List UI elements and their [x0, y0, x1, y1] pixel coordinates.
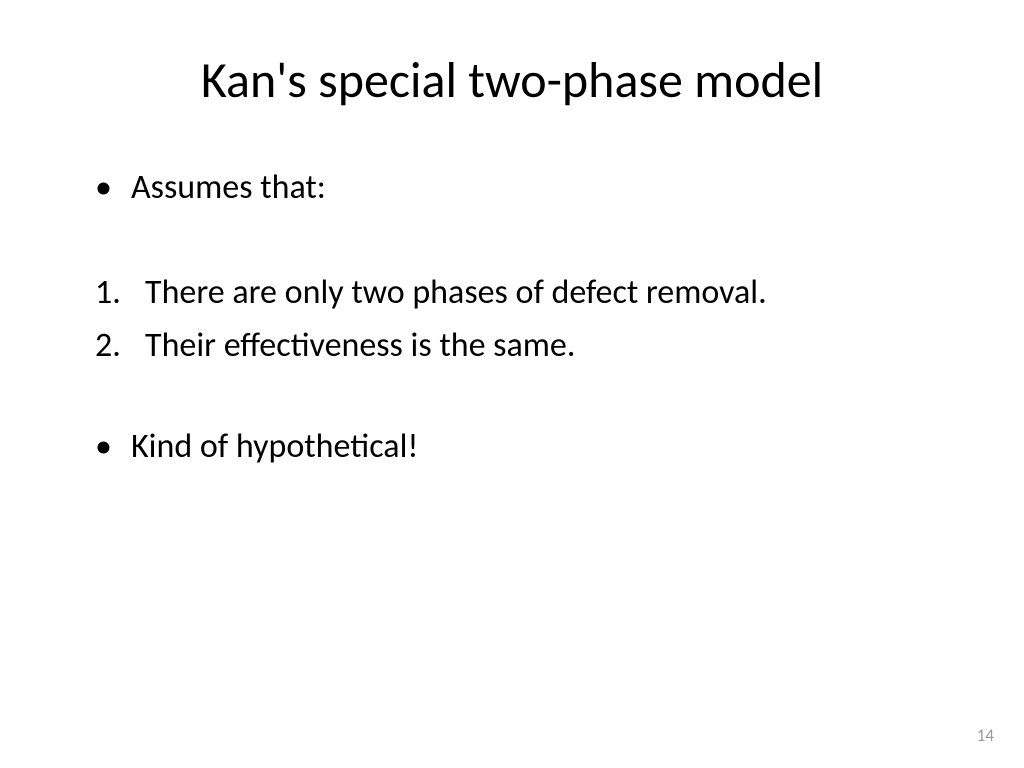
slide-content: • Assumes that: 1. There are only two ph…: [65, 167, 959, 467]
bullet-marker-icon: •: [95, 167, 113, 208]
slide-container: Kan's special two-phase model • Assumes …: [0, 0, 1024, 768]
numbered-text: Their effectiveness is the same.: [145, 325, 575, 366]
bullet-text: Kind of hypothetical!: [131, 426, 418, 467]
bullet-item: • Assumes that:: [95, 167, 959, 208]
spacer: [95, 224, 959, 272]
slide-title: Kan's special two-phase model: [65, 50, 959, 111]
page-number: 14: [977, 725, 994, 746]
number-marker: 1.: [95, 272, 123, 313]
numbered-item: 2. Their effectiveness is the same.: [95, 325, 959, 366]
bullet-item: • Kind of hypothetical!: [95, 426, 959, 467]
bullet-marker-icon: •: [95, 426, 113, 467]
numbered-text: There are only two phases of defect remo…: [145, 272, 767, 313]
number-marker: 2.: [95, 325, 123, 366]
numbered-item: 1. There are only two phases of defect r…: [95, 272, 959, 313]
bullet-text: Assumes that:: [131, 167, 326, 208]
spacer: [95, 378, 959, 426]
